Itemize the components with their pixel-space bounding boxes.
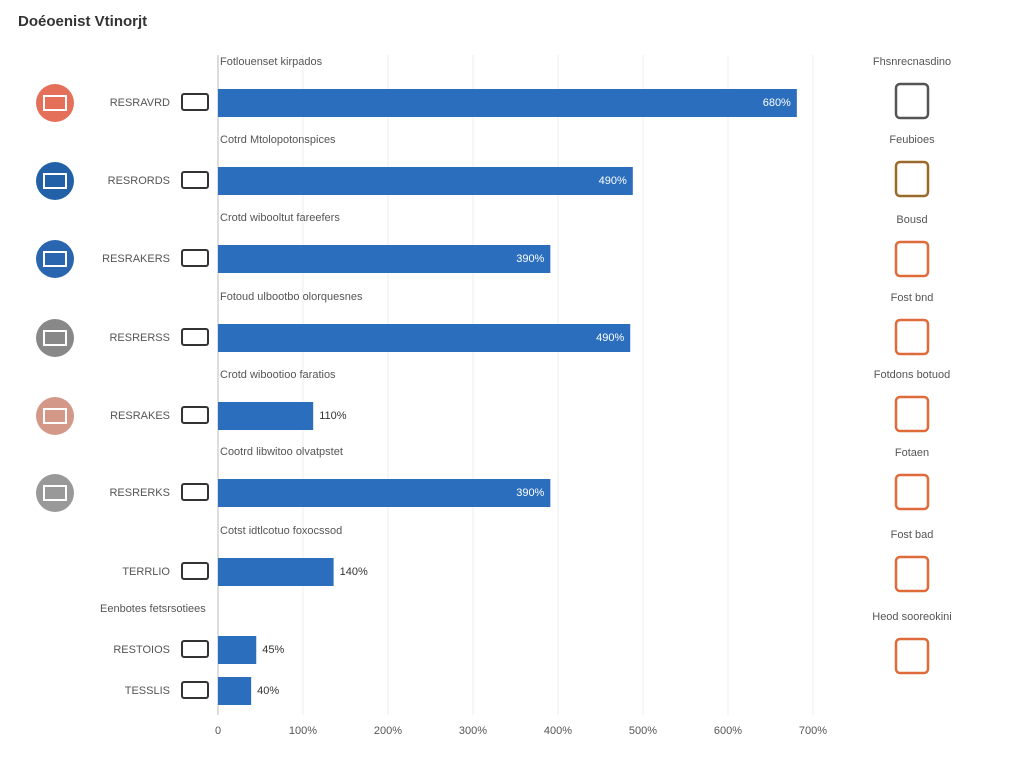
category-label: TESSLIS xyxy=(125,685,170,697)
side-icon xyxy=(894,240,930,278)
side-label: Fotaen xyxy=(895,447,929,459)
x-tick-label: 300% xyxy=(459,725,487,737)
side-label: Fotdons botuod xyxy=(874,369,950,381)
bar xyxy=(218,324,631,352)
side-icon xyxy=(894,160,930,198)
category-label: TERRLIO xyxy=(122,566,170,578)
side-label: Fhsnrecnasdino xyxy=(873,56,951,68)
side-label: Heod sooreokini xyxy=(872,611,952,623)
bar xyxy=(218,402,314,430)
bar xyxy=(218,677,252,705)
side-icon xyxy=(894,318,930,356)
category-label: RESRORDS xyxy=(108,175,170,187)
row-icon-glyph xyxy=(43,95,67,111)
x-tick-label: 500% xyxy=(629,725,657,737)
value-label: 110% xyxy=(319,410,347,422)
group-label: Crotd wibootioo faratios xyxy=(220,369,336,381)
bar xyxy=(218,558,334,586)
value-label: 40% xyxy=(257,685,279,697)
side-label: Bousd xyxy=(896,214,927,226)
bar xyxy=(218,89,797,117)
row-icon-glyph xyxy=(43,173,67,189)
category-label: RESRERKS xyxy=(109,487,170,499)
group-label: Fotlouenset kirpados xyxy=(220,56,323,68)
side-label: Fost bnd xyxy=(891,292,934,304)
x-tick-label: 100% xyxy=(289,725,317,737)
x-tick-label: 700% xyxy=(799,725,827,737)
device-icon xyxy=(181,406,209,424)
row-icon xyxy=(36,397,74,435)
row-icon xyxy=(36,162,74,200)
side-icon xyxy=(894,82,930,120)
chart-title: Doéoenist Vtinorjt xyxy=(18,13,147,30)
side-icon xyxy=(894,473,930,511)
device-icon xyxy=(181,249,209,267)
group-label: Crotd wibooltut fareefers xyxy=(220,212,340,224)
x-tick-label: 0 xyxy=(215,725,221,737)
device-icon xyxy=(181,562,209,580)
side-icon xyxy=(894,637,930,675)
row-icon-glyph xyxy=(43,485,67,501)
row-icon xyxy=(36,319,74,357)
x-tick-label: 600% xyxy=(714,725,742,737)
side-label: Feubioes xyxy=(889,134,935,146)
group-label: Fotoud ulbootbo olorquesnes xyxy=(220,291,363,303)
category-label: RESRERSS xyxy=(109,332,170,344)
row-icon-glyph xyxy=(43,330,67,346)
device-icon xyxy=(181,483,209,501)
bar xyxy=(218,479,551,507)
device-icon xyxy=(181,640,209,658)
value-label: 45% xyxy=(262,644,284,656)
value-label: 390% xyxy=(516,253,544,265)
x-tick-label: 400% xyxy=(544,725,572,737)
category-label: RESRAKERS xyxy=(102,253,170,265)
category-label: RESRAKES xyxy=(110,410,170,422)
row-icon-glyph xyxy=(43,408,67,424)
group-label: Cotst idtlcotuo foxocssod xyxy=(220,525,342,537)
device-icon xyxy=(181,328,209,346)
group-label: Eenbotes fetsrsotiees xyxy=(100,603,206,615)
value-label: 490% xyxy=(599,175,627,187)
side-label: Fost bad xyxy=(891,529,934,541)
category-label: RESTOIOS xyxy=(113,644,170,656)
value-label: 390% xyxy=(516,487,544,499)
value-label: 680% xyxy=(763,97,791,109)
row-icon xyxy=(36,474,74,512)
value-label: 490% xyxy=(596,332,624,344)
x-tick-label: 200% xyxy=(374,725,402,737)
group-label: Cotrd Mtolopotonspices xyxy=(220,134,336,146)
group-label: Cootrd libwitoo olvatpstet xyxy=(220,446,343,458)
row-icon xyxy=(36,240,74,278)
row-icon-glyph xyxy=(43,251,67,267)
device-icon xyxy=(181,681,209,699)
device-icon xyxy=(181,171,209,189)
device-icon xyxy=(181,93,209,111)
bar xyxy=(218,167,633,195)
side-icon xyxy=(894,395,930,433)
bar xyxy=(218,245,551,273)
row-icon xyxy=(36,84,74,122)
value-label: 140% xyxy=(340,566,368,578)
bar xyxy=(218,636,257,664)
category-label: RESRAVRD xyxy=(110,97,170,109)
side-icon xyxy=(894,555,930,593)
